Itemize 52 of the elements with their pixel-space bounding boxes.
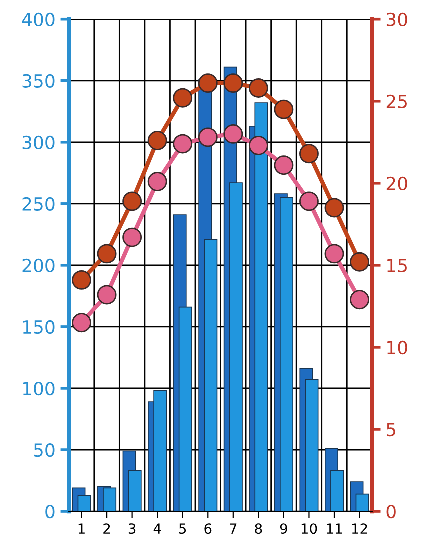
point xyxy=(97,285,117,305)
point xyxy=(148,172,168,192)
point xyxy=(198,128,218,148)
y-tick-label: 100 xyxy=(23,382,55,396)
point xyxy=(97,244,117,264)
point xyxy=(248,136,268,156)
x-tick-label: 9 xyxy=(280,524,288,534)
y-tick-label: 250 xyxy=(22,197,55,212)
y-tick-label: 350 xyxy=(22,74,55,88)
point xyxy=(324,198,344,218)
y2-tick-label: 5 xyxy=(387,423,396,437)
y2-tick-label: 30 xyxy=(386,12,408,26)
x-tick-label: 2 xyxy=(104,524,110,534)
point xyxy=(148,131,168,150)
x-tick-label: 12 xyxy=(352,524,368,534)
point xyxy=(324,244,344,264)
y2-tick-label: 25 xyxy=(386,94,408,108)
x-tick-label: 7 xyxy=(230,524,237,534)
x-tick-label: 10 xyxy=(302,524,318,534)
point xyxy=(300,144,319,164)
x-tick-label: 6 xyxy=(204,524,212,534)
x-tick-label: 3 xyxy=(128,524,136,534)
point xyxy=(350,252,370,272)
point xyxy=(72,313,92,333)
y-tick-label: 150 xyxy=(23,320,55,334)
y2-tick-label: 0 xyxy=(386,504,396,519)
y2-tick-label: 10 xyxy=(388,340,408,355)
x-tick-label: 5 xyxy=(180,524,186,534)
x-tick-label: 11 xyxy=(327,524,342,534)
point xyxy=(198,74,218,94)
x-tick-label: 8 xyxy=(255,524,262,534)
point xyxy=(224,124,244,144)
point xyxy=(274,100,294,120)
y-tick-label: 300 xyxy=(22,136,55,150)
y-tick-label: 0 xyxy=(46,504,55,519)
point xyxy=(300,192,319,212)
point xyxy=(173,134,193,154)
point xyxy=(224,74,244,94)
y-tick-label: 200 xyxy=(22,258,55,273)
y-tick-label: 50 xyxy=(34,443,55,458)
point xyxy=(248,78,268,98)
point xyxy=(72,270,92,290)
point xyxy=(173,88,193,108)
x-tick-label: 1 xyxy=(78,524,85,534)
point xyxy=(274,156,294,176)
y2-tick-label: 15 xyxy=(388,259,408,273)
y-tick-label: 400 xyxy=(22,12,55,26)
x-tick-label: 4 xyxy=(154,524,162,534)
point xyxy=(122,192,142,212)
point xyxy=(122,228,142,248)
point xyxy=(350,290,370,310)
y2-tick-label: 20 xyxy=(386,176,408,191)
